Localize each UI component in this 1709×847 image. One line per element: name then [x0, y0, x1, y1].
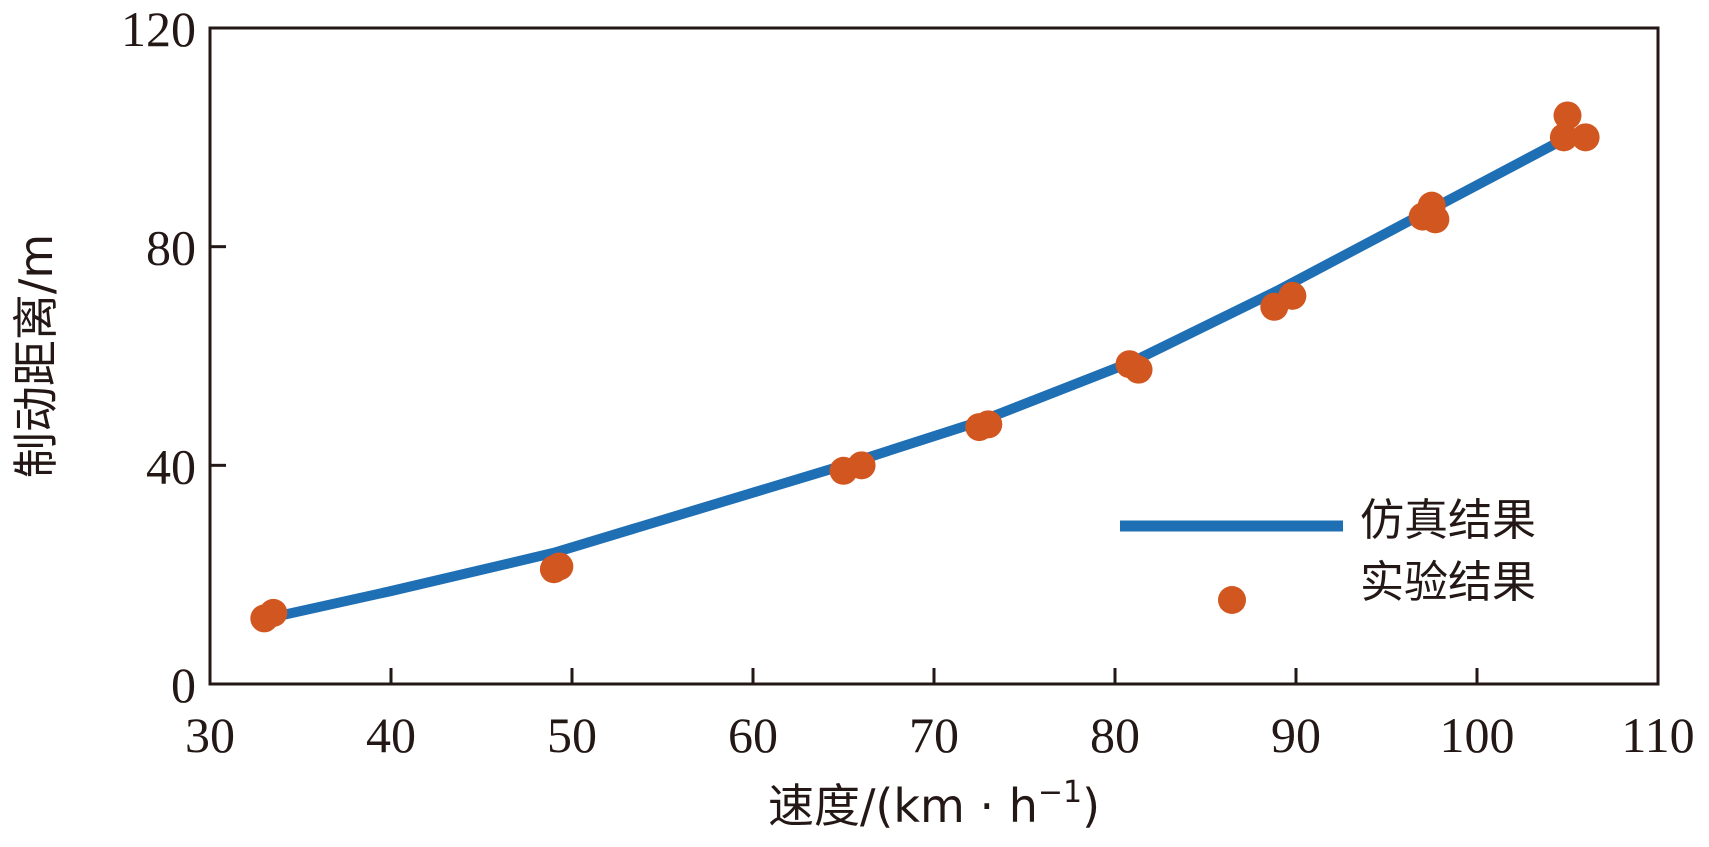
experiment-point: [1549, 123, 1578, 152]
legend: 仿真结果 实验结果: [1120, 495, 1536, 614]
x-axis-label-superscript: −1: [1038, 775, 1082, 810]
experiment-point: [974, 410, 1003, 439]
x-tick-label: 110: [1621, 707, 1694, 763]
y-axis: 0 40 80 120: [121, 1, 226, 713]
experiment-point: [259, 598, 288, 627]
x-tick-label: 70: [909, 707, 959, 763]
x-tick-label: 100: [1440, 707, 1515, 763]
legend-label-experiment: 实验结果: [1360, 557, 1536, 608]
series-layer: [250, 101, 1600, 633]
experiment-point: [1124, 355, 1153, 384]
experiment-point: [1278, 281, 1307, 310]
experiment-point: [847, 451, 876, 480]
x-tick-label: 60: [728, 707, 778, 763]
x-tick-label: 80: [1090, 707, 1140, 763]
x-tick-label: 90: [1271, 707, 1321, 763]
experiment-point: [1421, 205, 1450, 234]
x-tick-label: 40: [366, 707, 416, 763]
experiment-point: [1553, 101, 1582, 130]
x-tick-label: 30: [185, 707, 235, 763]
experiment-point: [545, 552, 574, 581]
y-tick-label: 0: [171, 657, 196, 713]
legend-label-simulation: 仿真结果: [1360, 495, 1536, 546]
x-axis-label: 速度/(km · h−1): [768, 775, 1100, 833]
x-axis-label-main: 速度/(km · h: [768, 779, 1038, 833]
experiment-point: [1571, 123, 1600, 152]
y-tick-label: 120: [121, 1, 196, 57]
x-axis-label-close: ): [1082, 779, 1100, 833]
x-tick-label: 50: [547, 707, 597, 763]
y-tick-label: 40: [146, 438, 196, 494]
y-axis-label: 制动距离/m: [9, 234, 63, 478]
y-tick-label: 80: [146, 220, 196, 276]
x-axis: 30 40 50 60 70 80 90 100 110: [185, 668, 1695, 763]
legend-dot-swatch: [1218, 586, 1246, 614]
simulation-line: [254, 132, 1570, 627]
